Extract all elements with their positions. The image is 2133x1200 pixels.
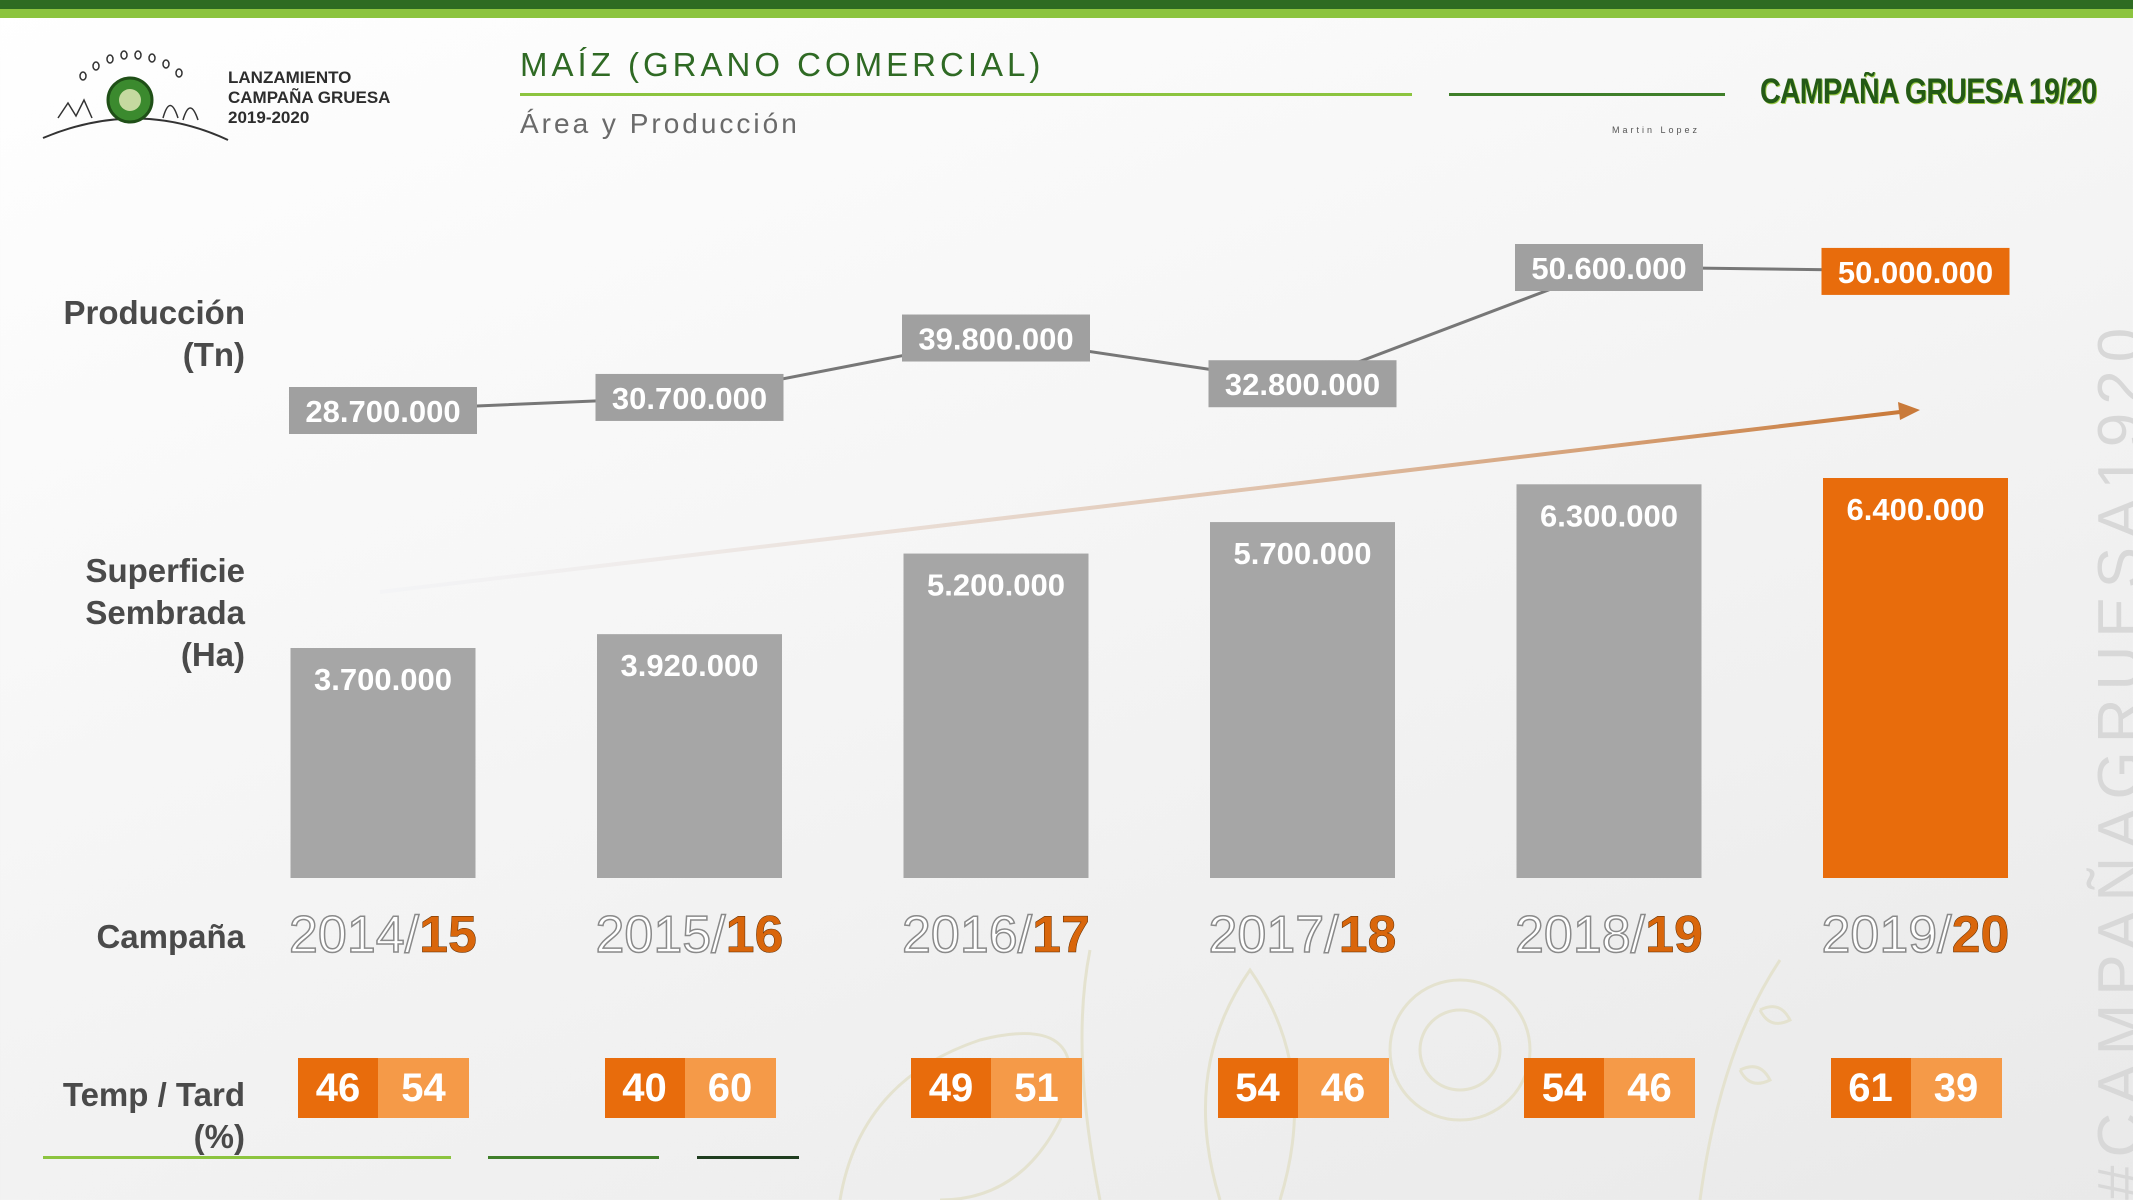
bar-value-label: 6.400.000 xyxy=(1847,492,1985,527)
temp-percent: 40 xyxy=(604,1058,685,1118)
bar-value-label: 5.200.000 xyxy=(927,568,1065,603)
production-value-label: 39.800.000 xyxy=(918,322,1073,357)
author-credit: Martin Lopez xyxy=(1612,125,1701,135)
title-underline xyxy=(520,93,1412,96)
trend-arrow-line xyxy=(379,410,1901,594)
row-label-temp-tard-2: (%) xyxy=(193,1118,245,1155)
season-end: 19 xyxy=(1645,906,1703,965)
top-stripe xyxy=(0,0,2133,18)
logo-line-2: CAMPAÑA GRUESA xyxy=(228,88,391,107)
season-start: 2017/ xyxy=(1208,905,1340,965)
temp-tard-box: 54 46 xyxy=(1524,1058,1695,1118)
temp-tard-box: 40 60 xyxy=(604,1058,776,1118)
temp-percent: 54 xyxy=(1217,1058,1298,1118)
season-end: 20 xyxy=(1951,906,2010,965)
production-value-label: 50.600.000 xyxy=(1531,251,1686,286)
season-start: 2018/ xyxy=(1514,905,1646,965)
page-subtitle: Área y Producción xyxy=(520,108,800,139)
season-label: 2016/17 xyxy=(876,905,1116,965)
season-start: 2015/ xyxy=(595,905,727,965)
bar xyxy=(1210,522,1395,878)
decorative-crops-art xyxy=(838,949,1793,1200)
season-start: 2016/ xyxy=(901,905,1033,965)
season-end: 18 xyxy=(1338,906,1397,965)
brand-title: CAMPAÑA GRUESA 19/20 xyxy=(1760,72,2097,111)
bottom-line-1 xyxy=(43,1156,451,1159)
temp-tard-box: 61 39 xyxy=(1830,1058,2002,1118)
bar xyxy=(1516,484,1702,878)
production-value-label: 32.800.000 xyxy=(1225,367,1380,402)
temp-tard-box: 49 51 xyxy=(911,1058,1082,1118)
row-label-temp-tard: Temp / Tard (%) xyxy=(63,1074,245,1158)
campaign-logo xyxy=(42,50,229,141)
season-label: 2017/18 xyxy=(1183,905,1423,965)
row-label-superficie-2: Sembrada xyxy=(85,594,245,631)
row-label-produccion: Producción (Tn) xyxy=(63,292,245,376)
tard-percent: 60 xyxy=(684,1058,776,1118)
bar-value-label: 3.920.000 xyxy=(621,648,759,683)
row-label-superficie-1: Superficie xyxy=(85,552,245,589)
logo-line-1: LANZAMIENTO xyxy=(228,68,352,87)
row-label-produccion-1: Producción xyxy=(63,294,245,331)
temp-percent: 49 xyxy=(911,1058,991,1118)
production-point xyxy=(902,314,1090,362)
bar xyxy=(290,648,476,878)
season-label: 2019/20 xyxy=(1796,905,2036,965)
tard-percent: 46 xyxy=(1604,1058,1695,1118)
production-point xyxy=(1208,360,1397,408)
logo-line-3: 2019-2020 xyxy=(228,108,310,127)
production-value-label: 30.700.000 xyxy=(612,381,767,416)
bottom-line-3 xyxy=(697,1156,799,1159)
season-label: 2014/15 xyxy=(263,905,503,965)
row-label-produccion-2: (Tn) xyxy=(182,336,245,373)
season-end: 17 xyxy=(1032,906,1090,965)
production-value-label: 28.700.000 xyxy=(305,394,460,429)
temp-tard-box: 46 54 xyxy=(298,1058,469,1118)
production-value-label: 50.000.000 xyxy=(1838,255,1993,290)
season-label: 2018/19 xyxy=(1489,905,1729,965)
production-point xyxy=(1821,247,2010,295)
row-label-temp-tard-1: Temp / Tard xyxy=(62,1076,245,1113)
row-label-superficie-3: (Ha) xyxy=(180,636,245,673)
bar xyxy=(1823,478,2008,878)
title-underline-right xyxy=(1449,93,1725,96)
season-label: 2015/16 xyxy=(570,905,810,965)
page-title: MAÍZ (GRANO COMERCIAL) xyxy=(520,46,1045,83)
tard-percent: 46 xyxy=(1297,1058,1389,1118)
row-label-campana: Campaña xyxy=(96,918,245,955)
bar-value-label: 3.700.000 xyxy=(314,662,452,697)
temp-percent: 46 xyxy=(298,1058,378,1118)
temp-percent: 54 xyxy=(1524,1058,1604,1118)
trend-arrow-head xyxy=(1898,402,1920,420)
bar xyxy=(903,553,1089,878)
bar-value-label: 5.700.000 xyxy=(1234,536,1372,571)
bar-value-label: 6.300.000 xyxy=(1540,498,1678,533)
tard-percent: 39 xyxy=(1910,1058,2002,1118)
production-point xyxy=(595,373,784,421)
production-point xyxy=(289,387,477,434)
tard-percent: 51 xyxy=(991,1058,1082,1118)
season-start: 2014/ xyxy=(288,905,420,965)
season-end: 16 xyxy=(725,906,784,965)
production-point xyxy=(1515,244,1703,291)
row-label-superficie: Superficie Sembrada (Ha) xyxy=(85,550,245,676)
season-start: 2019/ xyxy=(1821,905,1953,965)
bar xyxy=(597,634,782,878)
bottom-line-2 xyxy=(488,1156,659,1159)
temp-percent: 61 xyxy=(1830,1058,1911,1118)
tard-percent: 54 xyxy=(378,1058,469,1118)
season-end: 15 xyxy=(419,906,477,965)
temp-tard-box: 54 46 xyxy=(1217,1058,1389,1118)
logo-text: LANZAMIENTO CAMPAÑA GRUESA 2019-2020 xyxy=(228,68,390,128)
